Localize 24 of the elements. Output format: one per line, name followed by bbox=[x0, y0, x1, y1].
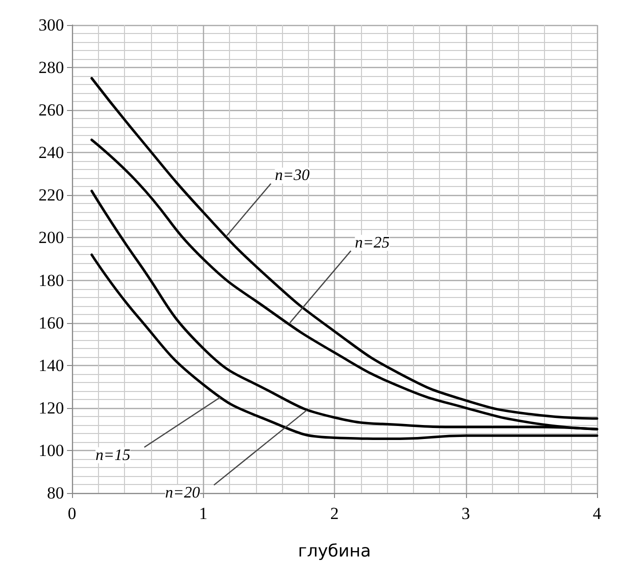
y-tick-label: 160 bbox=[38, 313, 64, 332]
annotation: n=20 bbox=[165, 484, 200, 502]
y-tick-label: 80 bbox=[47, 484, 64, 502]
line-series bbox=[90, 76, 598, 420]
y-tick-label: 300 bbox=[38, 16, 64, 34]
y-tick-label: 220 bbox=[38, 186, 64, 205]
x-tick-label: 4 bbox=[592, 504, 602, 523]
annotation: n=25 bbox=[354, 234, 390, 252]
y-tick-label: 280 bbox=[38, 58, 64, 78]
y-tick-label: 200 bbox=[38, 228, 64, 248]
y-tick-label: 100 bbox=[38, 440, 64, 460]
x-tick-label: 3 bbox=[462, 504, 470, 523]
x-axis-title: глубина bbox=[298, 542, 371, 562]
annotation: n=15 bbox=[96, 446, 130, 464]
y-tick-label: 240 bbox=[38, 143, 64, 162]
line-series bbox=[90, 253, 598, 440]
annotation: n=30 bbox=[274, 167, 310, 184]
y-tick-label: 140 bbox=[38, 356, 64, 375]
x-tick-label: 0 bbox=[68, 504, 76, 523]
x-tick-label: 1 bbox=[199, 504, 208, 523]
y-tick-label: 120 bbox=[38, 398, 64, 418]
y-tick-label: 260 bbox=[38, 100, 64, 120]
y-tick-label: 180 bbox=[38, 270, 64, 290]
x-tick-label: 2 bbox=[330, 504, 339, 523]
